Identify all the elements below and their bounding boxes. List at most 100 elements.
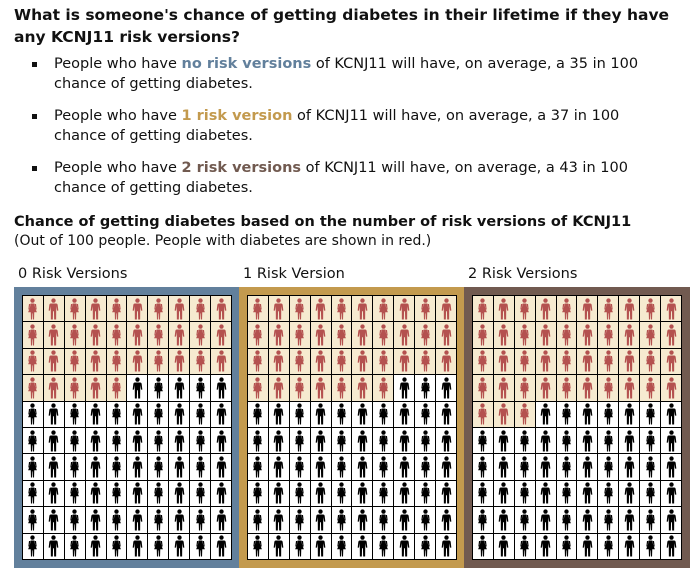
male-figure-icon: [582, 482, 593, 504]
person-without-diabetes: [127, 480, 148, 507]
female-figure-icon: [195, 350, 205, 372]
person-without-diabetes: [556, 454, 577, 480]
female-figure-icon: [378, 350, 388, 372]
person-with-diabetes: [436, 322, 456, 348]
person-without-diabetes: [148, 375, 169, 401]
person-without-diabetes: [169, 375, 190, 401]
person-without-diabetes: [248, 533, 268, 559]
male-figure-icon: [315, 509, 326, 531]
female-figure-icon: [153, 403, 163, 425]
female-figure-icon: [153, 456, 163, 478]
person-without-diabetes: [394, 401, 415, 427]
person-without-diabetes: [148, 427, 169, 454]
person-without-diabetes: [169, 401, 190, 427]
person-without-diabetes: [577, 533, 598, 559]
female-figure-icon: [645, 350, 655, 372]
male-figure-icon: [49, 509, 59, 531]
person-without-diabetes: [535, 507, 556, 533]
male-figure-icon: [499, 482, 509, 504]
person-without-diabetes: [43, 507, 64, 533]
person-without-diabetes: [436, 427, 456, 454]
person-without-diabetes: [394, 480, 415, 507]
male-figure-icon: [441, 535, 451, 557]
person-without-diabetes: [640, 427, 661, 454]
female-figure-icon: [295, 482, 305, 504]
male-figure-icon: [49, 456, 59, 478]
person-without-diabetes: [619, 533, 640, 559]
person-without-diabetes: [64, 427, 85, 454]
female-figure-icon: [420, 482, 430, 504]
person-without-diabetes: [661, 454, 681, 480]
female-figure-icon: [478, 430, 488, 452]
person-with-diabetes: [556, 322, 577, 348]
male-figure-icon: [132, 482, 143, 504]
person-without-diabetes: [598, 427, 619, 454]
female-figure-icon: [28, 350, 38, 372]
person-without-diabetes: [211, 427, 231, 454]
male-figure-icon: [357, 482, 368, 504]
person-without-diabetes: [190, 454, 211, 480]
male-figure-icon: [399, 535, 410, 557]
male-figure-icon: [216, 350, 226, 372]
person-without-diabetes: [373, 454, 394, 480]
female-figure-icon: [645, 430, 655, 452]
person-without-diabetes: [106, 480, 127, 507]
pictogram-frame: [14, 287, 240, 568]
male-figure-icon: [441, 456, 451, 478]
person-without-diabetes: [415, 375, 436, 401]
male-figure-icon: [399, 377, 410, 399]
female-figure-icon: [478, 509, 488, 531]
person-without-diabetes: [331, 480, 352, 507]
person-without-diabetes: [331, 454, 352, 480]
person-without-diabetes: [64, 401, 85, 427]
person-without-diabetes: [43, 480, 64, 507]
male-figure-icon: [624, 482, 635, 504]
person-without-diabetes: [493, 454, 514, 480]
female-figure-icon: [28, 377, 38, 399]
person-with-diabetes: [436, 348, 456, 375]
female-figure-icon: [337, 377, 346, 399]
person-with-diabetes: [289, 375, 310, 401]
person-with-diabetes: [289, 296, 310, 322]
male-figure-icon: [499, 298, 509, 320]
female-figure-icon: [337, 535, 346, 557]
male-figure-icon: [174, 350, 185, 372]
male-figure-icon: [49, 324, 59, 346]
female-figure-icon: [195, 298, 205, 320]
person-without-diabetes: [85, 427, 106, 454]
pictogram-grid: [247, 295, 457, 560]
person-without-diabetes: [248, 401, 268, 427]
female-figure-icon: [645, 509, 655, 531]
person-without-diabetes: [493, 427, 514, 454]
female-figure-icon: [520, 482, 530, 504]
person-with-diabetes: [352, 296, 373, 322]
male-figure-icon: [216, 482, 226, 504]
male-figure-icon: [90, 350, 101, 372]
person-without-diabetes: [310, 427, 331, 454]
person-without-diabetes: [190, 480, 211, 507]
person-with-diabetes: [556, 348, 577, 375]
female-figure-icon: [378, 509, 388, 531]
female-figure-icon: [195, 456, 205, 478]
person-with-diabetes: [394, 296, 415, 322]
person-without-diabetes: [289, 533, 310, 559]
person-without-diabetes: [85, 401, 106, 427]
female-figure-icon: [153, 509, 163, 531]
person-without-diabetes: [394, 507, 415, 533]
female-figure-icon: [603, 377, 613, 399]
male-figure-icon: [216, 377, 226, 399]
person-without-diabetes: [190, 533, 211, 559]
person-without-diabetes: [268, 401, 289, 427]
person-without-diabetes: [248, 507, 268, 533]
person-without-diabetes: [619, 480, 640, 507]
male-figure-icon: [216, 535, 226, 557]
person-without-diabetes: [640, 480, 661, 507]
person-without-diabetes: [436, 533, 456, 559]
person-without-diabetes: [473, 427, 493, 454]
male-figure-icon: [315, 403, 326, 425]
person-with-diabetes: [85, 322, 106, 348]
female-figure-icon: [195, 324, 205, 346]
male-figure-icon: [174, 324, 185, 346]
male-figure-icon: [499, 377, 509, 399]
male-figure-icon: [132, 403, 143, 425]
